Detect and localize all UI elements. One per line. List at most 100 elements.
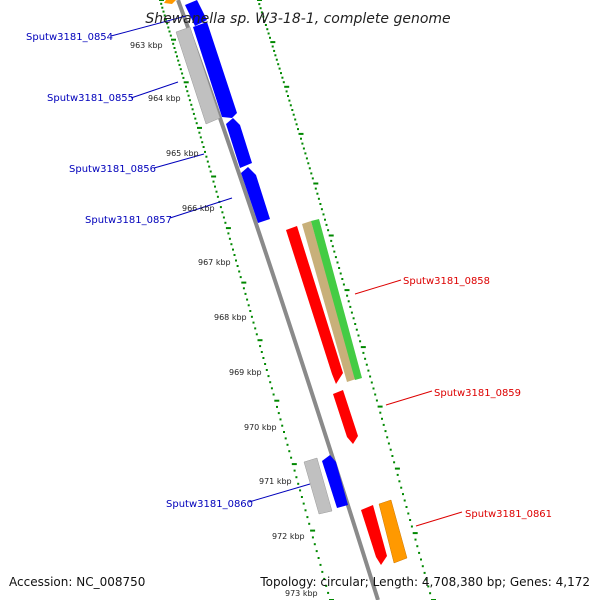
minor-tick	[198, 131, 201, 134]
minor-tick	[187, 94, 190, 97]
minor-tick	[169, 34, 172, 37]
minor-tick	[233, 254, 236, 256]
minor-tick	[421, 565, 424, 568]
minor-tick	[300, 137, 302, 140]
orange-feature-stub	[164, 0, 176, 4]
minor-tick	[389, 448, 392, 451]
minor-tick	[427, 585, 430, 588]
minor-tick	[255, 333, 258, 336]
minor-tick	[289, 104, 292, 107]
minor-tick	[300, 496, 303, 498]
minor-tick	[262, 15, 265, 18]
major-tick	[270, 41, 276, 44]
gene-label-0858[interactable]: Sputw3181_0858	[403, 276, 490, 287]
gene-label-0855[interactable]: Sputw3181_0855	[47, 93, 134, 104]
major-tick	[183, 81, 189, 84]
minor-tick	[269, 381, 272, 384]
minor-tick	[317, 557, 320, 559]
grey-feature-0855	[175, 26, 221, 125]
gene-0857-cds	[241, 167, 270, 223]
minor-tick	[278, 67, 281, 70]
major-tick	[284, 85, 290, 88]
minor-tick	[409, 519, 412, 521]
gene-label-0860[interactable]: Sputw3181_0860	[166, 499, 253, 510]
kbp-label-969: 969 kbp	[229, 368, 262, 377]
major-tick	[298, 132, 304, 135]
kbp-label-973: 973 kbp	[285, 589, 318, 598]
gene-0855-cds	[193, 22, 237, 118]
minor-tick	[274, 54, 277, 57]
minor-tick	[250, 315, 253, 318]
minor-tick	[319, 563, 322, 566]
minor-tick	[247, 304, 250, 307]
minor-tick	[370, 381, 373, 384]
minor-tick	[167, 26, 170, 29]
minor-tick	[302, 502, 305, 505]
minor-tick	[227, 232, 230, 235]
minor-tick	[285, 90, 288, 93]
minor-tick	[208, 165, 211, 168]
gene-label-0857[interactable]: Sputw3181_0857	[85, 215, 172, 226]
minor-tick	[416, 545, 419, 548]
major-tick	[313, 182, 319, 185]
features	[164, 0, 408, 565]
minor-tick	[346, 294, 349, 297]
gene-0859-cds	[333, 390, 358, 444]
kbp-label-963: 963 kbp	[130, 41, 163, 50]
minor-tick	[244, 292, 247, 295]
minor-tick	[267, 32, 270, 35]
minor-tick	[333, 250, 336, 253]
minor-tick	[267, 375, 270, 378]
minor-tick	[185, 85, 187, 88]
minor-tick	[221, 211, 224, 214]
major-tick	[291, 463, 297, 466]
minor-tick	[186, 90, 189, 93]
minor-tick	[215, 190, 218, 193]
minor-tick	[277, 63, 280, 66]
minor-tick	[391, 455, 394, 457]
minor-tick	[429, 592, 432, 595]
minor-tick	[398, 480, 401, 483]
gene-0858-cds	[286, 226, 343, 384]
minor-tick	[235, 259, 237, 262]
gene-label-0856[interactable]: Sputw3181_0856	[69, 164, 156, 175]
major-tick	[211, 175, 217, 178]
minor-tick	[272, 393, 275, 396]
minor-tick	[281, 424, 284, 427]
tan-feature-0858	[302, 221, 356, 382]
minor-tick	[230, 243, 233, 246]
leader-0854	[110, 15, 187, 37]
minor-tick	[182, 76, 185, 79]
gene-label-0861[interactable]: Sputw3181_0861	[465, 509, 552, 520]
minor-tick	[418, 551, 421, 554]
gene-label-0854[interactable]: Sputw3181_0854	[26, 32, 113, 43]
leader-0856	[153, 153, 205, 169]
genome-summary-text: Topology: circular; Length: 4,708,380 bp…	[259, 575, 590, 589]
major-tick	[257, 339, 263, 342]
leader-0858	[354, 279, 402, 295]
minor-tick	[177, 59, 180, 62]
minor-tick	[209, 170, 212, 173]
minor-tick	[191, 108, 194, 111]
minor-tick	[266, 28, 269, 31]
minor-tick	[161, 6, 164, 9]
minor-tick	[238, 270, 241, 273]
kbp-label-964: 964 kbp	[148, 94, 181, 103]
gene-label-0859[interactable]: Sputw3181_0859	[434, 388, 521, 399]
minor-tick	[311, 536, 314, 539]
minor-tick	[387, 442, 390, 445]
minor-tick	[323, 577, 326, 580]
minor-tick	[195, 122, 198, 125]
kbp-label-965: 965 kbp	[166, 149, 199, 158]
minor-tick	[259, 345, 262, 348]
minor-tick	[258, 3, 261, 6]
minor-tick	[327, 591, 330, 594]
minor-tick	[405, 506, 408, 508]
major-tick	[257, 0, 262, 1]
gene-0861-cds	[361, 505, 387, 565]
minor-tick	[179, 68, 182, 71]
minor-tick	[287, 95, 289, 97]
minor-tick	[297, 128, 299, 131]
major-tick	[159, 0, 164, 1]
minor-tick	[275, 58, 278, 61]
